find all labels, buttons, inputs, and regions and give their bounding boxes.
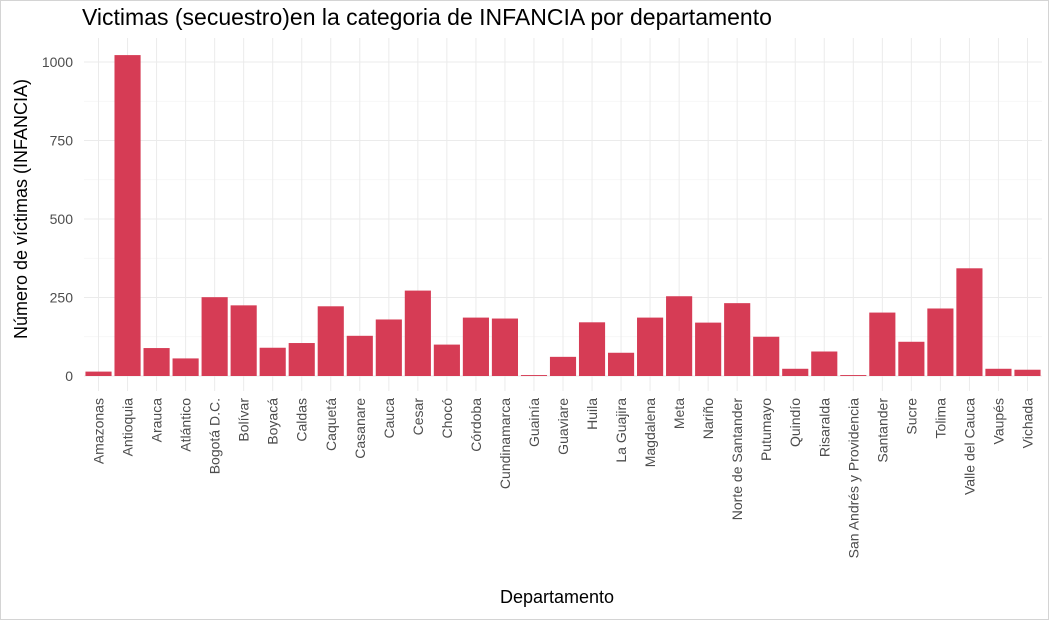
x-tick-label: Valle del Cauca bbox=[961, 398, 977, 495]
bar bbox=[317, 306, 344, 376]
x-tick-label: Huila bbox=[584, 398, 600, 430]
x-tick-label: Norte de Santander bbox=[729, 398, 745, 521]
x-tick-label: Atlántico bbox=[178, 398, 194, 452]
x-tick-label: Cesar bbox=[410, 398, 426, 436]
bar bbox=[201, 297, 228, 376]
x-tick-label: Boyacá bbox=[265, 398, 281, 445]
y-tick-label: 250 bbox=[50, 290, 74, 306]
x-tick-label: Cundinamarca bbox=[497, 398, 513, 489]
chart-title: Victimas (secuestro)en la categoria de I… bbox=[82, 4, 772, 30]
x-tick-label: Cauca bbox=[381, 398, 397, 439]
x-tick-label: Bogotá D.C. bbox=[207, 398, 223, 474]
x-tick-label: Guainía bbox=[526, 398, 542, 447]
bar bbox=[666, 296, 693, 376]
x-tick-label: La Guajira bbox=[613, 398, 629, 463]
bar bbox=[85, 371, 112, 376]
x-tick-label: Casanare bbox=[352, 398, 368, 459]
bar bbox=[433, 344, 460, 376]
bar bbox=[520, 375, 548, 376]
x-tick-label: Risaralda bbox=[816, 398, 832, 457]
bar bbox=[753, 336, 780, 376]
bar bbox=[346, 335, 373, 376]
grid-layer bbox=[84, 38, 1042, 391]
x-tick-label: Amazonas bbox=[91, 398, 107, 464]
bar bbox=[114, 55, 141, 376]
x-tick-labels: Amazonas Antioquia Arauca Atlántico Bogotá D… bbox=[91, 398, 1036, 559]
bar bbox=[869, 312, 896, 376]
bar bbox=[259, 347, 286, 376]
y-tick-labels: 0 250 500 750 1000 bbox=[42, 54, 73, 384]
x-tick-label: Meta bbox=[671, 398, 687, 429]
x-tick-label: Chocó bbox=[439, 398, 455, 439]
x-axis-title: Departamento bbox=[500, 587, 614, 607]
bar bbox=[898, 341, 925, 376]
x-tick-label: Magdalena bbox=[642, 398, 658, 467]
bar bbox=[840, 375, 867, 376]
y-tick-label: 1000 bbox=[42, 54, 73, 70]
bar bbox=[143, 348, 170, 376]
bar bbox=[172, 358, 199, 376]
bar bbox=[637, 317, 664, 376]
bar bbox=[288, 343, 315, 376]
y-tick-label: 0 bbox=[65, 368, 73, 384]
x-tick-label: Tolima bbox=[932, 398, 948, 439]
x-tick-label: Quindío bbox=[787, 398, 803, 447]
bar bbox=[462, 317, 489, 376]
bar bbox=[724, 303, 751, 376]
bar bbox=[782, 368, 809, 376]
x-tick-label: Vichada bbox=[1019, 398, 1035, 449]
bar bbox=[549, 356, 577, 376]
bar bbox=[956, 268, 983, 376]
x-tick-label: Nariño bbox=[700, 398, 716, 439]
y-tick-label: 500 bbox=[50, 211, 74, 227]
x-tick-label: Putumayo bbox=[758, 398, 774, 461]
y-axis-title: Número de víctimas (INFANCIA) bbox=[11, 79, 31, 339]
x-tick-label: Sucre bbox=[903, 398, 919, 435]
bars-layer bbox=[85, 55, 1041, 376]
y-tick-label: 750 bbox=[50, 133, 74, 149]
x-tick-label: Caquetá bbox=[323, 398, 339, 451]
x-tick-label: Caldas bbox=[294, 398, 310, 442]
x-tick-label: Córdoba bbox=[468, 398, 484, 452]
bar bbox=[375, 319, 402, 376]
bar bbox=[985, 368, 1012, 376]
x-tick-label: Antioquia bbox=[120, 398, 136, 457]
x-tick-label: Santander bbox=[874, 398, 890, 463]
bar bbox=[695, 322, 722, 376]
x-tick-label: San Andrés y Providencia bbox=[845, 398, 861, 559]
x-tick-label: Bolívar bbox=[236, 398, 252, 442]
bar bbox=[578, 322, 606, 376]
bar bbox=[1014, 369, 1041, 376]
bar bbox=[811, 351, 838, 376]
bar bbox=[404, 290, 431, 376]
bar bbox=[927, 308, 954, 376]
bar bbox=[607, 352, 635, 376]
x-tick-label: Vaupés bbox=[990, 398, 1006, 444]
bar bbox=[230, 305, 257, 376]
bar bbox=[491, 318, 519, 376]
x-tick-label: Guaviare bbox=[555, 398, 571, 455]
x-tick-label: Arauca bbox=[149, 398, 165, 443]
